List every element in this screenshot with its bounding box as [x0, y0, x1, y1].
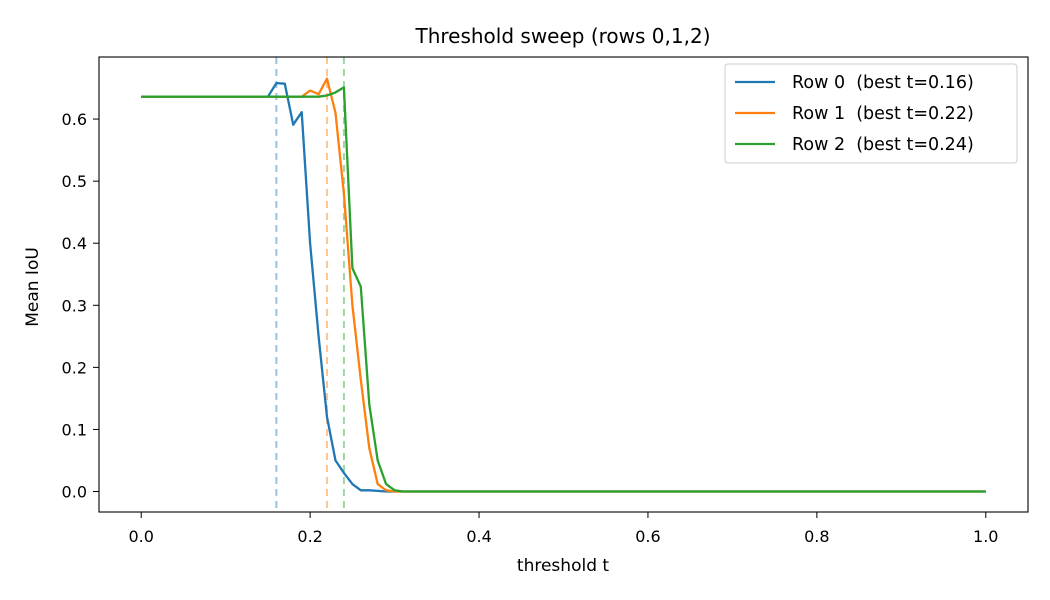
y-axis-ticks: 0.0 0.1 0.2 0.3 0.4 0.5 0.6 [62, 110, 99, 502]
series-lines [141, 77, 986, 493]
legend-label-row1: Row 1 (best t=0.22) [792, 104, 974, 124]
y-tick-label: 0.5 [62, 172, 87, 191]
x-tick-label: 0.4 [466, 527, 491, 546]
y-tick-label: 0.1 [62, 420, 87, 439]
plot-area [98, 56, 1029, 513]
y-axis-label: Mean IoU [23, 247, 43, 327]
y-tick-label: 0.4 [62, 234, 87, 253]
series-line-row0 [141, 81, 986, 493]
legend-label-row0: Row 0 (best t=0.16) [792, 73, 974, 93]
x-axis-ticks: 0.0 0.2 0.4 0.6 0.8 1.0 [129, 512, 998, 546]
best-threshold-lines [275, 57, 345, 512]
legend-label-row2: Row 2 (best t=0.24) [792, 135, 974, 155]
chart-title: Threshold sweep (rows 0,1,2) [414, 24, 710, 48]
x-tick-label: 0.2 [297, 527, 322, 546]
y-tick-label: 0.2 [62, 358, 87, 377]
legend: Row 0 (best t=0.16) Row 1 (best t=0.22) … [724, 63, 1018, 164]
y-tick-label: 0.0 [62, 483, 87, 502]
y-tick-label: 0.3 [62, 296, 87, 315]
y-tick-label: 0.6 [62, 110, 87, 129]
series-line-row1 [141, 77, 986, 493]
legend-box [724, 63, 1018, 164]
plot-frame [98, 56, 1029, 513]
x-tick-label: 0.8 [804, 527, 829, 546]
x-axis-label: threshold t [517, 556, 609, 576]
x-tick-label: 0.6 [635, 527, 660, 546]
series-line-row2 [141, 86, 986, 493]
x-tick-label: 1.0 [973, 527, 998, 546]
x-tick-label: 0.0 [129, 527, 154, 546]
